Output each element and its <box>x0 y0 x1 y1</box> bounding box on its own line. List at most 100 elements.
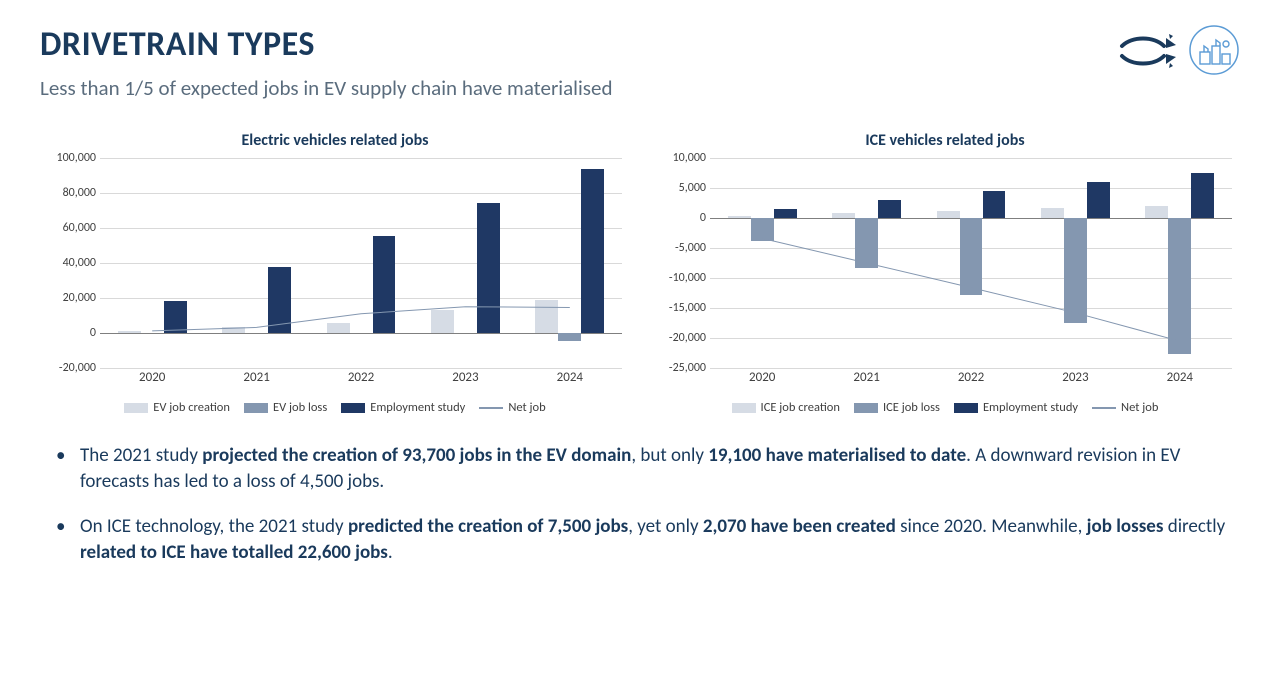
bullet-list: The 2021 study projected the creation of… <box>40 443 1240 566</box>
bullet-text: directly <box>1163 515 1225 538</box>
chart-ice-title: ICE vehicles related jobs <box>650 131 1240 150</box>
legend-label: ICE job creation <box>761 400 840 415</box>
bar-ice_job_creation <box>1145 206 1168 218</box>
chart-ev-legend: EV job creation EV job loss Employment stu… <box>40 400 630 415</box>
bullet-bold-text: projected the creation of 93,700 jobs in… <box>202 444 631 467</box>
legend-swatch <box>854 403 878 413</box>
grid-line <box>100 368 622 369</box>
legend-swatch <box>124 403 148 413</box>
legend-item: EV job creation <box>124 400 230 415</box>
bar-employment_study <box>477 203 500 333</box>
legend-item: ICE job loss <box>854 400 940 415</box>
bar-employment_study <box>1191 173 1214 218</box>
y-tick-label: 0 <box>40 326 96 340</box>
bullet-bold-text: 19,100 have materialised to date <box>708 444 966 467</box>
legend-label: ICE job loss <box>883 400 940 415</box>
bar-employment_study <box>373 236 396 333</box>
legend-item: Employment study <box>341 400 465 415</box>
bar-ice_job_loss <box>855 218 878 268</box>
legend-label: Net job <box>1121 400 1158 415</box>
bar-ev_job_creation <box>431 310 454 333</box>
bullet-text: On ICE technology, the 2021 study <box>80 515 348 538</box>
legend-swatch <box>341 403 365 413</box>
legend-item: Employment study <box>954 400 1078 415</box>
bar-group <box>710 158 814 368</box>
x-tick-label: 2020 <box>710 370 814 390</box>
bar-group <box>204 158 308 368</box>
bar-group <box>919 158 1023 368</box>
bar-group <box>1128 158 1232 368</box>
chart-ev-title: Electric vehicles related jobs <box>40 131 630 150</box>
legend-item: EV job loss <box>244 400 327 415</box>
legend-label: EV job creation <box>153 400 230 415</box>
header: DRIVETRAIN TYPES Less than 1/5 of expect… <box>40 24 1240 101</box>
bullet-text: , yet only <box>628 515 703 538</box>
bar-employment_study <box>268 267 291 333</box>
bar-ev_job_creation <box>118 331 141 333</box>
bar-group <box>1023 158 1127 368</box>
y-tick-label: 10,000 <box>650 151 706 165</box>
y-tick-label: 80,000 <box>40 186 96 200</box>
industry-badge-icon <box>1188 24 1240 76</box>
logos <box>1114 24 1240 76</box>
y-tick-label: 20,000 <box>40 291 96 305</box>
legend-item: Net job <box>479 400 545 415</box>
bar-ice_job_loss <box>1168 218 1191 354</box>
y-tick-label: 100,000 <box>40 151 96 165</box>
bullet-bold-text: job losses <box>1087 515 1164 538</box>
clepa-logo-icon <box>1114 28 1178 72</box>
x-tick-label: 2023 <box>413 370 517 390</box>
chart-ev: Electric vehicles related jobs -20,000 0 2… <box>40 131 630 415</box>
legend-label: Employment study <box>983 400 1078 415</box>
legend-swatch <box>1092 407 1116 409</box>
legend-item: ICE job creation <box>732 400 840 415</box>
bullet-item: The 2021 study projected the creation of… <box>70 443 1240 494</box>
y-tick-label: -10,000 <box>650 271 706 285</box>
bar-ice_job_loss <box>960 218 983 295</box>
page-title: DRIVETRAIN TYPES <box>40 24 1114 65</box>
bar-ice_job_creation <box>728 216 751 218</box>
x-tick-label: 2020 <box>100 370 204 390</box>
bullet-text: . <box>388 541 393 564</box>
bar-employment_study <box>983 191 1006 218</box>
bar-employment_study <box>878 200 901 218</box>
bar-employment_study <box>1087 182 1110 218</box>
bar-ev_job_loss <box>558 333 581 341</box>
legend-swatch <box>479 407 503 409</box>
x-tick-label: 2024 <box>1128 370 1232 390</box>
page-subtitle: Less than 1/5 of expected jobs in EV sup… <box>40 75 1114 101</box>
bullet-bold-text: related to ICE have totalled 22,600 jobs <box>80 541 388 564</box>
y-tick-label: 0 <box>650 211 706 225</box>
legend-label: Employment study <box>370 400 465 415</box>
bar-ev_job_creation <box>535 300 558 333</box>
bar-ice_job_loss <box>751 218 774 241</box>
bar-employment_study <box>164 301 187 333</box>
x-tick-label: 2022 <box>309 370 413 390</box>
legend-label: Net job <box>508 400 545 415</box>
chart-ice-legend: ICE job creation ICE job loss Employment s… <box>650 400 1240 415</box>
bar-ice_job_creation <box>832 213 855 218</box>
bullet-text: , but only <box>631 444 708 467</box>
y-tick-label: 5,000 <box>650 181 706 195</box>
bar-ev_job_creation <box>327 323 350 333</box>
x-tick-label: 2021 <box>204 370 308 390</box>
y-tick-label: 40,000 <box>40 256 96 270</box>
bar-employment_study <box>774 209 797 218</box>
y-tick-label: -20,000 <box>40 361 96 375</box>
y-tick-label: 60,000 <box>40 221 96 235</box>
chart-ice-canvas: -25,000-20,000-15,000-10,000-5,00005,000… <box>650 154 1240 394</box>
legend-label: EV job loss <box>273 400 327 415</box>
bar-group <box>100 158 204 368</box>
y-tick-label: -20,000 <box>650 331 706 345</box>
legend-swatch <box>732 403 756 413</box>
bar-employment_study <box>581 169 604 333</box>
chart-ev-canvas: -20,000 0 20,000 40,000 60,000 80,000 100,000 2… <box>40 154 630 394</box>
title-block: DRIVETRAIN TYPES Less than 1/5 of expect… <box>40 24 1114 101</box>
bar-ev_job_creation <box>222 327 245 333</box>
x-tick-label: 2021 <box>814 370 918 390</box>
legend-item: Net job <box>1092 400 1158 415</box>
charts-row: Electric vehicles related jobs -20,000 0 2… <box>40 131 1240 415</box>
bullet-item: On ICE technology, the 2021 study predic… <box>70 514 1240 565</box>
y-tick-label: -25,000 <box>650 361 706 375</box>
bullet-bold-text: predicted the creation of 7,500 jobs <box>348 515 628 538</box>
